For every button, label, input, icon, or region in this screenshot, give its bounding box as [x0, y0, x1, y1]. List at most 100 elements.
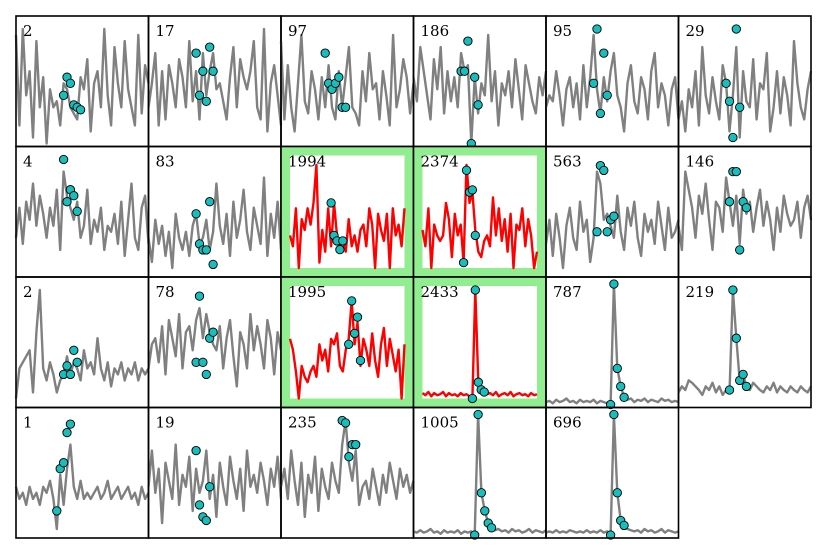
series-line [147, 27, 283, 133]
panel-label: 83 [156, 153, 175, 171]
marker-point [340, 102, 351, 112]
panel-label: 78 [156, 283, 175, 301]
highlight-plot-area [422, 155, 537, 268]
marker-point [470, 530, 480, 540]
panel-20: 19 [147, 406, 283, 539]
marker-point [344, 452, 354, 462]
marker-point [208, 259, 218, 270]
panel-23: 696 [545, 406, 680, 540]
series-line [14, 27, 150, 145]
series-line [677, 39, 813, 139]
marker-point [592, 227, 602, 237]
marker-point [75, 105, 86, 115]
marker-point [724, 385, 735, 395]
marker-point [619, 392, 629, 402]
marker-point [605, 530, 616, 540]
panel-22: 1005 [412, 406, 547, 540]
series-line [545, 413, 679, 537]
marker-point [467, 393, 478, 404]
panel-label: 146 [686, 153, 715, 171]
panel-label: 186 [421, 22, 450, 40]
marker-point [480, 506, 490, 516]
panel-label: 2433 [421, 283, 459, 301]
marker-point [721, 78, 731, 88]
marker-point [338, 236, 348, 246]
panel-19: 1 [14, 406, 150, 539]
marker-point [58, 154, 69, 165]
marker-point [201, 515, 211, 526]
marker-point [347, 296, 357, 306]
marker-point [201, 369, 211, 380]
marker-point [340, 418, 351, 428]
panel-label: 235 [288, 414, 317, 432]
panel-label: 4 [23, 153, 33, 171]
panel-10: 2374 [412, 145, 547, 278]
marker-point [191, 209, 201, 219]
marker-point [205, 42, 215, 52]
marker-point [741, 381, 752, 392]
series-line [544, 170, 680, 270]
marker-point [467, 185, 478, 195]
marker-point [58, 90, 69, 100]
marker-point [605, 399, 616, 410]
series-line [545, 282, 679, 406]
marker-point [470, 72, 480, 82]
marker-point [602, 227, 612, 237]
marker-point [52, 506, 62, 516]
marker-point [62, 427, 72, 438]
series-line [677, 288, 813, 397]
marker-point [334, 72, 344, 82]
panel-label: 19 [156, 414, 175, 432]
panel-7: 4 [14, 145, 150, 278]
marker-point [592, 24, 602, 34]
series-line [421, 163, 539, 270]
panel-1: 2 [14, 15, 150, 148]
panel-21: 235 [279, 406, 415, 539]
marker-point [473, 409, 483, 420]
marker-point [69, 191, 79, 201]
marker-point [352, 312, 363, 322]
panel-6: 29 [677, 15, 813, 148]
marker-point [208, 327, 218, 337]
marker-point [473, 377, 483, 387]
panel-label: 1994 [288, 153, 326, 171]
marker-point [69, 345, 79, 355]
marker-point [735, 245, 745, 255]
panel-label: 2 [23, 283, 33, 301]
panel-5: 95 [544, 15, 680, 148]
panel-label: 95 [553, 22, 572, 40]
panel-14: 78 [147, 276, 283, 409]
panel-2: 17 [147, 15, 283, 148]
panel-8: 83 [147, 145, 283, 278]
marker-point [486, 523, 497, 533]
series-line [279, 419, 415, 519]
marker-point [65, 419, 76, 429]
marker-point [741, 203, 752, 213]
marker-point [599, 165, 609, 176]
marker-point [602, 90, 612, 100]
panel-label: 17 [156, 22, 175, 40]
marker-point [344, 339, 354, 349]
series-line [279, 33, 415, 133]
panel-15: 1995 [280, 276, 415, 409]
panel-label: 219 [686, 283, 715, 301]
panel-label: 787 [553, 283, 582, 301]
marker-point [201, 96, 211, 106]
marker-point [198, 357, 208, 367]
marker-point [355, 355, 366, 366]
marker-point [72, 206, 82, 216]
marker-point [735, 102, 745, 112]
marker-point [72, 357, 82, 367]
marker-point [58, 458, 69, 468]
marker-point [616, 381, 626, 392]
marker-point [731, 24, 741, 34]
marker-point [461, 165, 472, 175]
panel-16: 2433 [412, 276, 547, 409]
marker-point [470, 285, 480, 295]
marker-point [65, 369, 76, 380]
marker-point [609, 211, 619, 221]
series-line [412, 33, 548, 145]
panel-label: 2 [23, 22, 33, 40]
panel-border [677, 276, 812, 409]
marker-point [191, 445, 201, 456]
